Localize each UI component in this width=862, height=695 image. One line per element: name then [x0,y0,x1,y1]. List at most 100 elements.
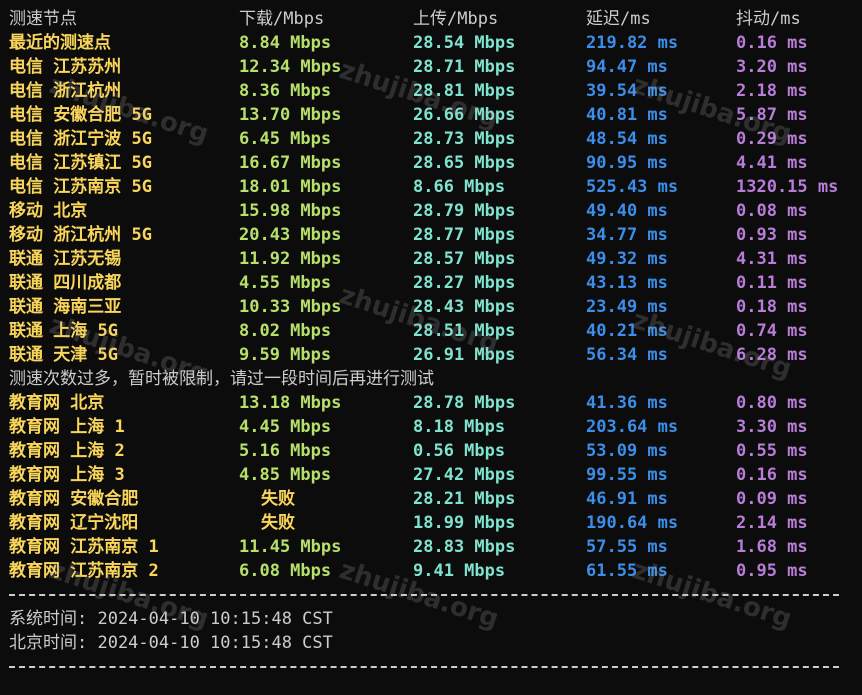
download-speed: 11.92 Mbps [239,249,342,269]
result-row: 联通 四川成都 4.55 Mbps 28.27 Mbps 43.13 ms 0.11 m… [9,271,859,295]
upload-speed: 8.66 Mbps [413,177,506,197]
download-speed: 8.36 Mbps [239,81,332,101]
upload-speed: 28.73 Mbps [413,129,516,149]
download-speed: 15.98 Mbps [239,201,342,221]
node-name: 联通 江苏无锡 [9,249,122,269]
jitter-value: 0.09 ms [736,489,808,509]
latency-value: 99.55 ms [586,465,668,485]
header-latency: 延迟/ms [586,9,651,29]
upload-speed: 28.71 Mbps [413,57,516,77]
download-speed: 4.55 Mbps [239,273,332,293]
jitter-value: 0.80 ms [736,393,808,413]
header-jitter: 抖动/ms [736,9,801,29]
latency-value: 40.21 ms [586,321,668,341]
result-row: 联通 天津 5G 9.59 Mbps 26.91 Mbps 56.34 ms 6.28 … [9,343,859,367]
latency-value: 23.49 ms [586,297,668,317]
beijing-time: 北京时间: 2024-04-10 10:15:48 CST [9,633,333,653]
download-speed: 12.34 Mbps [239,57,342,77]
result-row: 教育网 江苏南京 1 11.45 Mbps 28.83 Mbps 57.55 ms 1.… [9,535,859,559]
jitter-value: 4.31 ms [736,249,808,269]
result-row: 电信 浙江杭州 8.36 Mbps 28.81 Mbps 39.54 ms 2.18 m… [9,79,859,103]
node-name: 联通 海南三亚 [9,297,122,317]
upload-speed: 0.56 Mbps [413,441,506,461]
download-speed: 10.33 Mbps [239,297,342,317]
latency-value: 525.43 ms [586,177,679,197]
header-download: 下载/Mbps [239,9,325,29]
node-name: 最近的测速点 [9,33,111,53]
header-row: 测速节点 下载/Mbps 上传/Mbps 延迟/ms 抖动/ms [9,7,859,31]
latency-value: 219.82 ms [586,33,679,53]
latency-value: 41.36 ms [586,393,668,413]
latency-value: 40.81 ms [586,105,668,125]
jitter-value: 0.95 ms [736,561,808,581]
jitter-value: 0.08 ms [736,201,808,221]
node-name: 教育网 江苏南京 2 [9,561,159,581]
node-name: 电信 江苏南京 5G [9,177,152,197]
node-name: 教育网 辽宁沈阳 [9,513,139,533]
upload-speed: 28.81 Mbps [413,81,516,101]
download-speed: 8.84 Mbps [239,33,332,53]
upload-speed: 28.77 Mbps [413,225,516,245]
latency-value: 90.95 ms [586,153,668,173]
jitter-value: 0.93 ms [736,225,808,245]
upload-speed: 27.42 Mbps [413,465,516,485]
download-speed: 13.18 Mbps [239,393,342,413]
separator-line [9,655,859,679]
node-name: 联通 四川成都 [9,273,122,293]
download-speed: 5.16 Mbps [239,441,332,461]
latency-value: 94.47 ms [586,57,668,77]
latency-value: 43.13 ms [586,273,668,293]
node-name: 教育网 安徽合肥 [9,489,139,509]
jitter-value: 1320.15 ms [736,177,839,197]
header-upload: 上传/Mbps [413,9,499,29]
download-speed: 8.02 Mbps [239,321,332,341]
latency-value: 34.77 ms [586,225,668,245]
latency-value: 190.64 ms [586,513,679,533]
rate-limit-notice: 测速次数过多，暂时被限制，请过一段时间后再进行测试 [9,369,434,389]
download-speed: 失败 [261,489,295,509]
upload-speed: 9.41 Mbps [413,561,506,581]
result-row: 电信 江苏镇江 5G 16.67 Mbps 28.65 Mbps 90.95 ms 4.… [9,151,859,175]
node-name: 教育网 上海 3 [9,465,125,485]
result-row: 教育网 上海 1 4.45 Mbps 8.18 Mbps 203.64 ms 3.30 … [9,415,859,439]
upload-speed: 28.27 Mbps [413,273,516,293]
node-name: 教育网 江苏南京 1 [9,537,159,557]
system-time-row: 系统时间: 2024-04-10 10:15:48 CST [9,607,859,631]
header-node: 测速节点 [9,9,77,29]
results-group-1: 最近的测速点 8.84 Mbps 28.54 Mbps 219.82 ms 0.16 m… [9,31,859,367]
latency-value: 49.32 ms [586,249,668,269]
result-row: 联通 上海 5G 8.02 Mbps 28.51 Mbps 40.21 ms 0.74 … [9,319,859,343]
upload-speed: 28.43 Mbps [413,297,516,317]
jitter-value: 6.28 ms [736,345,808,365]
result-row: 联通 江苏无锡 11.92 Mbps 28.57 Mbps 49.32 ms 4.31 … [9,247,859,271]
upload-speed: 8.18 Mbps [413,417,506,437]
latency-value: 61.55 ms [586,561,668,581]
download-speed: 18.01 Mbps [239,177,342,197]
jitter-value: 2.18 ms [736,81,808,101]
node-name: 电信 浙江宁波 5G [9,129,152,149]
download-speed: 4.85 Mbps [239,465,332,485]
node-name: 移动 浙江杭州 5G [9,225,152,245]
terminal-output: 测速节点 下载/Mbps 上传/Mbps 延迟/ms 抖动/ms 最近的测速点 8… [9,9,859,679]
download-speed: 13.70 Mbps [239,105,342,125]
download-speed: 4.45 Mbps [239,417,332,437]
latency-value: 39.54 ms [586,81,668,101]
upload-speed: 28.65 Mbps [413,153,516,173]
download-speed: 6.45 Mbps [239,129,332,149]
result-row: 移动 浙江杭州 5G 20.43 Mbps 28.77 Mbps 34.77 ms 0.… [9,223,859,247]
node-name: 教育网 北京 [9,393,105,413]
node-name: 教育网 上海 1 [9,417,125,437]
node-name: 教育网 上海 2 [9,441,125,461]
jitter-value: 3.30 ms [736,417,808,437]
upload-speed: 26.66 Mbps [413,105,516,125]
node-name: 移动 北京 [9,201,88,221]
upload-speed: 28.83 Mbps [413,537,516,557]
result-row: 联通 海南三亚 10.33 Mbps 28.43 Mbps 23.49 ms 0.18 … [9,295,859,319]
jitter-value: 0.74 ms [736,321,808,341]
latency-value: 49.40 ms [586,201,668,221]
jitter-value: 0.11 ms [736,273,808,293]
system-time: 系统时间: 2024-04-10 10:15:48 CST [9,609,333,629]
jitter-value: 1.68 ms [736,537,808,557]
node-name: 电信 江苏镇江 5G [9,153,152,173]
result-row: 电信 江苏苏州 12.34 Mbps 28.71 Mbps 94.47 ms 3.20 … [9,55,859,79]
